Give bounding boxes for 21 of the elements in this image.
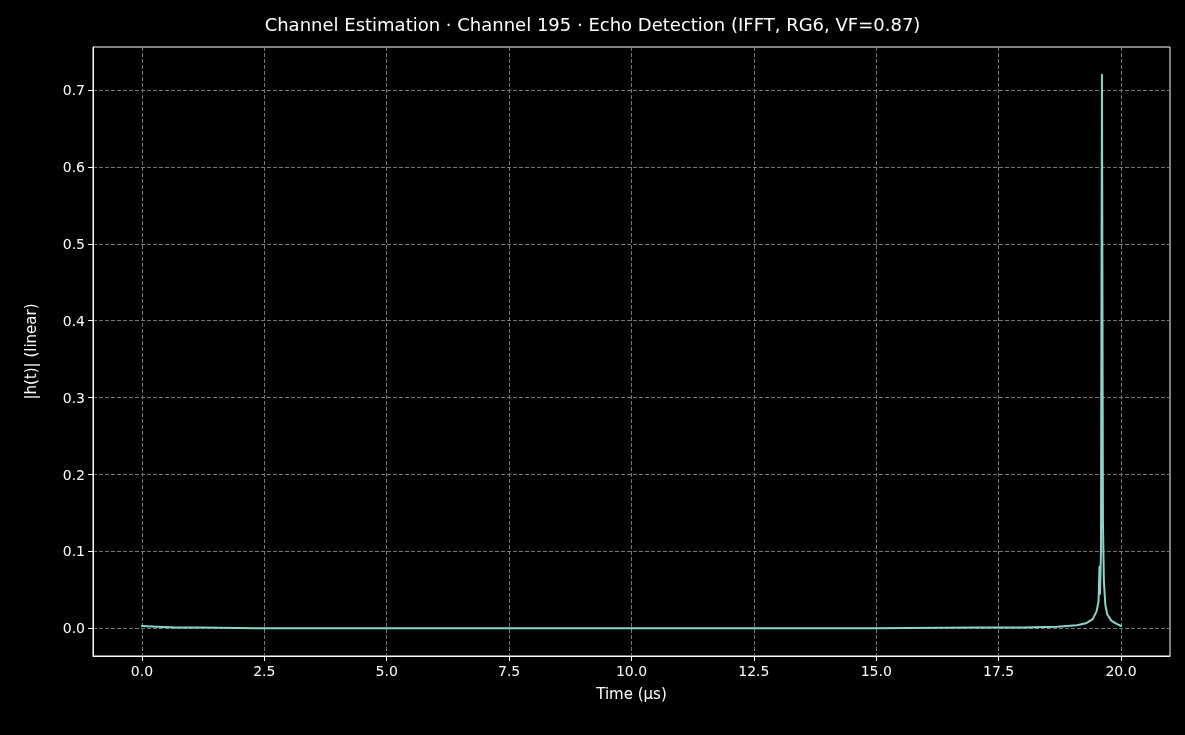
y-tick-label: 0.7	[62, 82, 85, 99]
y-tick-label: 0.5	[62, 235, 85, 252]
y-tick-label: 0.1	[62, 543, 85, 560]
x-tick-label: 17.5	[983, 663, 1015, 679]
line-series	[140, 73, 1123, 630]
y-tick-label: 0.6	[62, 158, 86, 175]
x-tick-label: 20.0	[1105, 663, 1137, 679]
x-tick-label: 12.5	[738, 663, 770, 679]
x-tick-label: 2.5	[253, 663, 276, 679]
x-tick-label: 5.0	[375, 663, 398, 679]
x-tick-label: 10.0	[615, 663, 648, 679]
x-tick-label: 0.0	[130, 663, 154, 679]
y-tick-label: 0.4	[62, 312, 86, 329]
y-tick-label: 0.0	[62, 620, 85, 637]
chart-title: Channel Estimation · Channel 195 · Echo Detection (IFFT, RG6, VF=0.87)	[264, 13, 921, 35]
y-tick-label: 0.3	[62, 389, 85, 406]
x-tick-label: 7.5	[497, 663, 521, 679]
y-tick-label: 0.2	[62, 466, 85, 483]
x-axis-title: Time (µs)	[595, 684, 667, 703]
x-tick-label: 15.0	[860, 663, 892, 679]
y-axis-title: |h(t)| (linear)	[21, 303, 40, 400]
